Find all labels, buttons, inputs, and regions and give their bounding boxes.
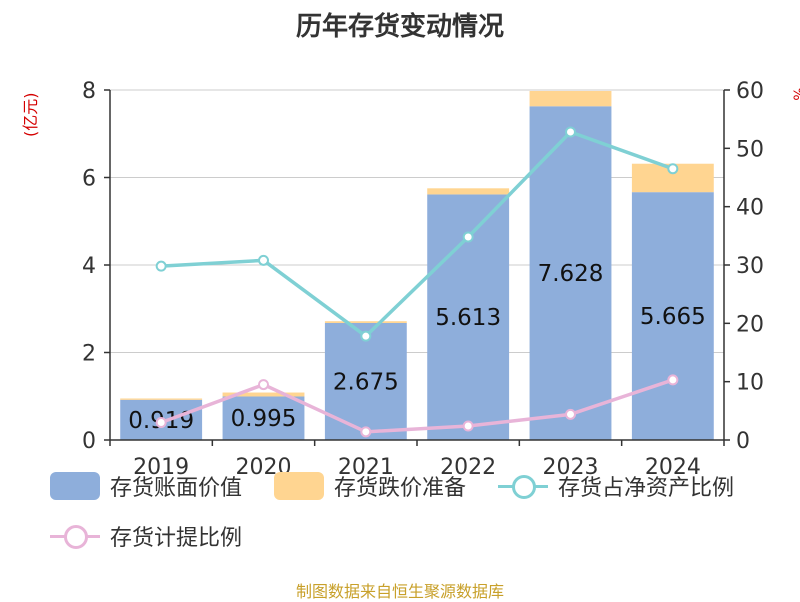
point-net-asset-ratio xyxy=(565,126,576,138)
point-provision-ratio xyxy=(565,408,576,420)
line-provision-ratio xyxy=(160,378,674,434)
bar-impairment xyxy=(529,90,612,107)
point-provision-ratio xyxy=(360,426,372,438)
x-tick-label: 2021 xyxy=(338,455,394,480)
legend-item-provision-ratio[interactable]: 存货计提比例 xyxy=(50,520,242,552)
right-tick-label: 50 xyxy=(736,137,764,162)
right-tick-label: 0 xyxy=(736,429,750,454)
legend-label: 存货账面价值 xyxy=(110,476,243,501)
legend-label: 存货占净资产比例 xyxy=(558,476,735,501)
chart-title: 历年存货变动情况 xyxy=(295,12,504,42)
left-tick-label: 0 xyxy=(82,429,96,454)
bar-impairment xyxy=(222,392,305,397)
legend-swatch xyxy=(50,522,100,550)
bar-value-label: 2.675 xyxy=(333,369,399,395)
left-tick-label: 8 xyxy=(82,79,96,104)
legend-label: 存货计提比例 xyxy=(110,526,243,551)
point-provision-ratio xyxy=(258,379,269,391)
right-tick-label: 20 xyxy=(736,312,764,337)
point-net-asset-ratio xyxy=(462,231,474,243)
bar-impairment xyxy=(427,188,510,195)
bar-value-label: 7.628 xyxy=(538,261,604,287)
x-tick-label: 2023 xyxy=(543,455,599,480)
bar-value-label: 5.613 xyxy=(435,305,501,331)
x-tick-label: 2024 xyxy=(645,455,701,480)
right-tick-label: 40 xyxy=(736,196,764,221)
bar-book-value xyxy=(631,192,714,440)
legend-swatch xyxy=(50,472,100,500)
point-net-asset-ratio xyxy=(667,163,679,175)
left-tick-label: 4 xyxy=(82,254,96,279)
legend-item-net-asset-ratio[interactable]: 存货占净资产比例 xyxy=(498,470,734,502)
bar-value-label: 5.665 xyxy=(640,304,706,330)
bar-impairment xyxy=(324,321,407,323)
data-source-note: 制图数据来自恒生聚源数据库 xyxy=(295,582,504,601)
point-provision-ratio xyxy=(667,374,679,386)
legend-label: 存货跌价准备 xyxy=(334,476,467,501)
legend-swatch xyxy=(274,472,324,500)
right-tick-label: 10 xyxy=(736,371,764,396)
point-provision-ratio xyxy=(155,417,167,428)
left-tick-label: 6 xyxy=(82,167,96,192)
right-tick-label: 60 xyxy=(736,79,764,104)
left-tick-label: 2 xyxy=(82,342,96,367)
point-net-asset-ratio xyxy=(258,254,269,266)
bar-value-label: 0.995 xyxy=(231,406,297,432)
point-net-asset-ratio xyxy=(360,330,372,342)
line-net-asset-ratio xyxy=(161,130,674,338)
point-provision-ratio xyxy=(462,420,474,432)
bar-impairment xyxy=(120,398,203,400)
bar-book-value xyxy=(222,396,305,440)
x-tick-label: 2022 xyxy=(440,455,496,480)
right-tick-label: 30 xyxy=(736,254,764,279)
legend-item-book-value[interactable]: 存货账面价值 xyxy=(50,470,242,502)
x-tick-label: 2019 xyxy=(133,455,189,480)
legend-swatch xyxy=(498,472,548,500)
legend-item-impairment[interactable]: 存货跌价准备 xyxy=(274,470,466,502)
point-net-asset-ratio xyxy=(155,260,167,272)
